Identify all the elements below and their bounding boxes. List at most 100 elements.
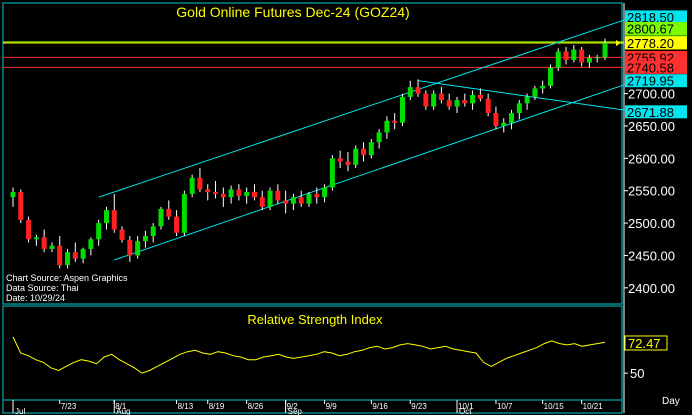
- candle-body: [415, 87, 421, 94]
- candle-body: [26, 219, 32, 240]
- candle-body: [127, 239, 133, 256]
- level-label-box: [625, 10, 687, 24]
- candle-body: [540, 85, 546, 89]
- candle-body: [376, 132, 382, 143]
- current-price-arrow: [616, 40, 621, 47]
- candle-body: [306, 193, 312, 204]
- candle-body: [485, 98, 491, 114]
- price-chart-title: Gold Online Futures Dec-24 (GOZ24): [176, 4, 410, 20]
- level-label-box: [625, 60, 687, 74]
- x-tick-label: 10/21: [583, 402, 604, 411]
- month-label: Sep: [288, 407, 303, 415]
- candle-body: [158, 208, 164, 227]
- candle-body: [213, 192, 219, 194]
- candle-body: [547, 67, 553, 86]
- x-tick-label: 10/1: [458, 402, 474, 411]
- candle-body: [446, 100, 452, 107]
- rsi-line: [12, 336, 606, 374]
- candle-body: [236, 189, 242, 196]
- candle-body: [579, 49, 585, 63]
- candle-body: [80, 248, 86, 259]
- candle-body: [423, 93, 429, 107]
- x-tick-label: 10/7: [497, 402, 513, 411]
- candle-body: [181, 193, 187, 233]
- candle-body: [103, 210, 109, 224]
- candle-body: [72, 252, 78, 259]
- candle-body: [594, 57, 600, 59]
- level-label-box: [625, 74, 687, 88]
- candle-body: [399, 96, 405, 123]
- candle-body: [322, 187, 328, 198]
- rsi-y-tick-label: 50: [630, 366, 644, 381]
- candle-body: [119, 229, 125, 240]
- x-tick-label: 10/15: [544, 402, 565, 411]
- candle-body: [509, 113, 515, 123]
- level-label-text: 2719.95: [627, 74, 674, 89]
- level-label-text: 2818.50: [627, 10, 674, 25]
- date-axis-frame: [2, 399, 623, 414]
- level-label-text: 2740.58: [627, 60, 674, 75]
- candle-body: [174, 216, 180, 233]
- candle-body: [18, 192, 24, 220]
- x-tick-label: 8/26: [248, 402, 264, 411]
- candle-body: [33, 237, 39, 240]
- candle-body: [135, 241, 141, 256]
- candle-body: [392, 120, 398, 123]
- candle-body: [337, 158, 343, 162]
- candle-body: [150, 226, 156, 237]
- y-tick-label: 2650.00: [628, 119, 675, 134]
- candle-body: [314, 193, 320, 198]
- x-tick-label: 9/23: [411, 402, 427, 411]
- candle-body: [220, 193, 226, 198]
- candle-body: [189, 177, 195, 194]
- candle-body: [462, 100, 468, 104]
- candle-body: [49, 245, 55, 249]
- candle-body: [329, 158, 335, 188]
- candle-body: [228, 189, 234, 198]
- trend-line-lower-channel: [114, 80, 637, 261]
- candle-body: [259, 197, 265, 207]
- y-tick-label: 2500.00: [628, 216, 675, 231]
- candle-body: [10, 192, 16, 198]
- level-label-box: [625, 21, 687, 35]
- candle-body: [290, 197, 296, 204]
- date-text: Date: 10/29/24: [6, 293, 66, 303]
- candle-body: [477, 94, 483, 99]
- level-label-text: 2671.88: [627, 105, 674, 120]
- level-label-box: [625, 50, 687, 64]
- candle-body: [65, 252, 71, 266]
- candle-body: [361, 148, 367, 156]
- x-tick-label: 9/2: [287, 402, 299, 411]
- candle-body: [407, 87, 413, 97]
- level-label-text: 2778.20: [627, 36, 674, 51]
- candle-body: [166, 208, 172, 217]
- candle-body: [251, 192, 257, 198]
- candle-body: [493, 113, 499, 126]
- level-label-box: [625, 36, 687, 50]
- candle-body: [275, 190, 281, 201]
- y-tick-label: 2400.00: [628, 281, 675, 296]
- trend-line-upper-channel: [98, 15, 637, 198]
- x-tick-label: 9/16: [372, 402, 388, 411]
- candle-body: [88, 239, 94, 249]
- candle-body: [283, 200, 289, 204]
- candle-body: [57, 245, 63, 266]
- candle-body: [205, 189, 211, 193]
- candle-body: [524, 96, 530, 104]
- chart-source-text: Chart Source: Aspen Graphics: [6, 273, 128, 283]
- candle-body: [244, 192, 250, 196]
- candle-body: [586, 58, 592, 63]
- rsi-chart-title: Relative Strength Index: [247, 312, 383, 327]
- y-tick-label: 2700.00: [628, 87, 675, 102]
- level-label-box: [625, 105, 687, 119]
- x-tick-label: 8/13: [178, 402, 194, 411]
- y-tick-label: 2450.00: [628, 248, 675, 263]
- candle-body: [532, 88, 538, 97]
- candle-body: [516, 103, 522, 114]
- x-tick-label: 8/19: [209, 402, 225, 411]
- candle-body: [267, 190, 273, 207]
- candle-body: [96, 223, 102, 240]
- candle-body: [555, 51, 561, 68]
- candle-body: [470, 94, 476, 104]
